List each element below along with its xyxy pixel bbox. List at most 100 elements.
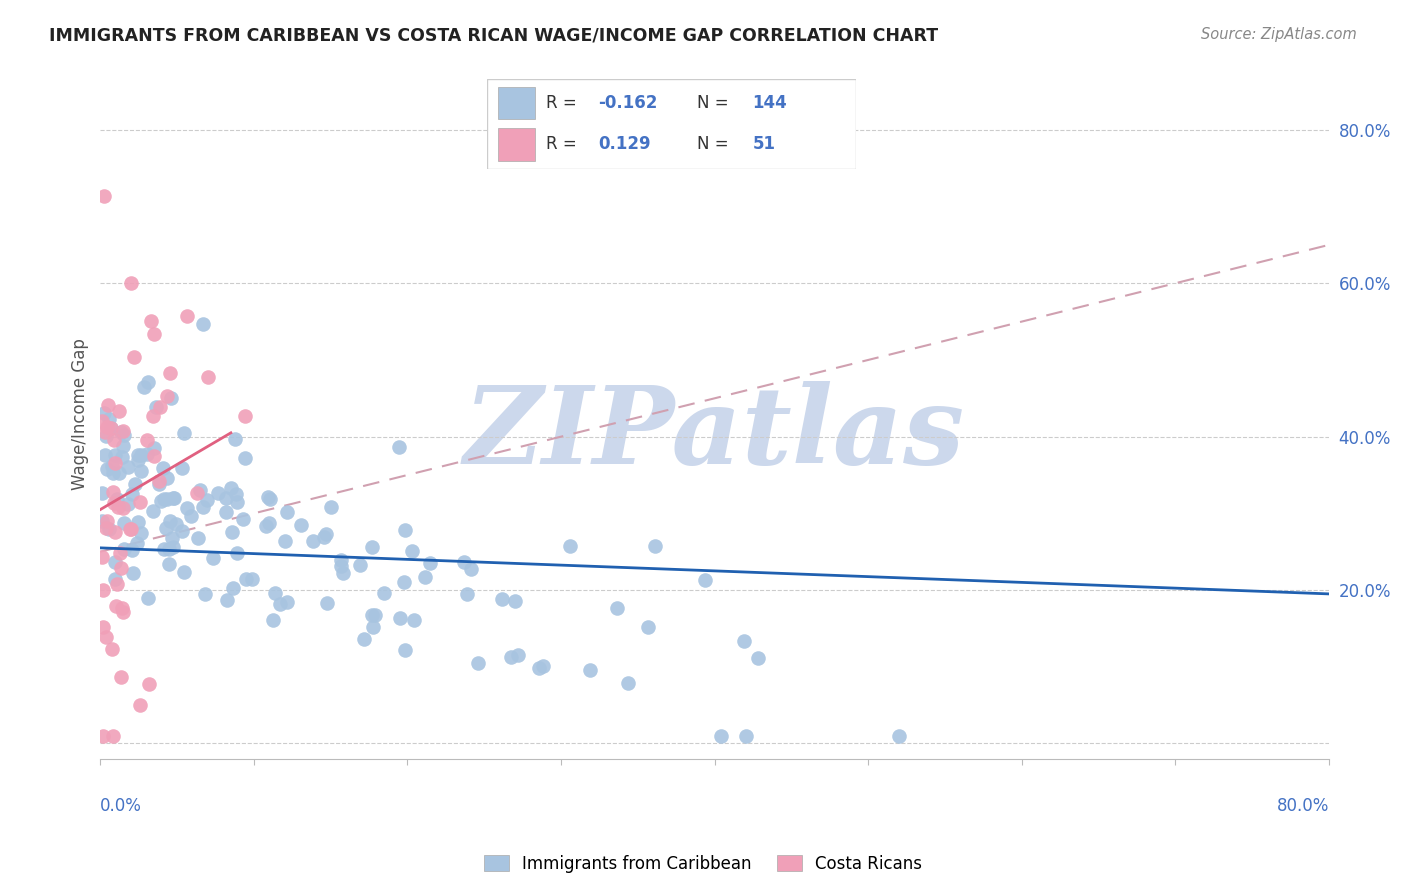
Point [152, 461, 174, 475]
Point [91, 620, 114, 634]
Point [103, 524, 125, 539]
Point [145, 400, 167, 414]
Point [232, 512, 254, 526]
Point [276, 505, 298, 519]
Point [312, 530, 335, 544]
Point [467, 656, 489, 670]
Point [735, 729, 758, 743]
Point [222, 581, 245, 595]
Point [301, 533, 323, 548]
Point [501, 649, 523, 664]
Point [93, 425, 115, 439]
Point [148, 477, 170, 491]
Point [138, 677, 160, 691]
Point [100, 421, 122, 435]
Point [578, 663, 600, 677]
Point [111, 605, 134, 619]
Point [105, 576, 128, 591]
Point [156, 491, 179, 506]
Point [506, 648, 529, 662]
Point [188, 483, 211, 497]
Point [104, 456, 127, 470]
Point [173, 425, 195, 440]
Point [415, 570, 437, 584]
Point [91, 729, 114, 743]
Point [162, 531, 184, 545]
Point [108, 404, 131, 418]
Point [112, 516, 135, 531]
Point [107, 492, 129, 507]
Point [156, 389, 179, 403]
Point [710, 729, 733, 743]
Point [388, 440, 411, 454]
Point [149, 401, 172, 415]
Point [101, 729, 124, 743]
Point [111, 450, 134, 464]
Point [121, 543, 143, 558]
Point [142, 504, 165, 518]
Point [153, 541, 176, 556]
Point [290, 518, 312, 533]
Point [127, 515, 149, 529]
Point [491, 592, 513, 607]
Point [91, 549, 114, 564]
Point [120, 522, 142, 536]
Point [127, 536, 149, 550]
Point [276, 594, 298, 608]
Point [96, 429, 118, 443]
Point [460, 562, 482, 576]
Point [361, 608, 384, 623]
Point [110, 670, 132, 684]
Point [94, 448, 117, 462]
Point [394, 523, 416, 537]
Point [108, 466, 131, 480]
Point [233, 409, 256, 423]
Point [134, 380, 156, 394]
Point [364, 608, 387, 623]
Point [225, 487, 247, 501]
Point [108, 546, 131, 560]
Point [101, 484, 124, 499]
Point [96, 419, 118, 434]
Point [170, 460, 193, 475]
Point [215, 593, 238, 607]
Point [197, 370, 219, 384]
Point [124, 476, 146, 491]
Point [259, 492, 281, 507]
Point [215, 505, 238, 519]
Point [254, 519, 277, 533]
Point [91, 583, 114, 598]
Point [157, 541, 180, 556]
Point [120, 522, 142, 536]
Point [401, 544, 423, 558]
Point [531, 659, 554, 673]
Point [136, 375, 159, 389]
Point [733, 634, 755, 648]
Text: IMMIGRANTS FROM CARIBBEAN VS COSTA RICAN WAGE/INCOME GAP CORRELATION CHART: IMMIGRANTS FROM CARIBBEAN VS COSTA RICAN… [49, 27, 938, 45]
Point [110, 425, 132, 439]
Point [176, 500, 198, 515]
Point [112, 428, 135, 442]
Point [111, 424, 134, 438]
Point [112, 542, 135, 557]
Point [257, 490, 280, 504]
Point [135, 447, 157, 461]
Point [505, 594, 527, 608]
Point [221, 524, 243, 539]
Point [418, 557, 440, 571]
Point [136, 434, 159, 448]
Point [101, 459, 124, 474]
Point [127, 453, 149, 467]
Legend: Immigrants from Caribbean, Costa Ricans: Immigrants from Caribbean, Costa Ricans [477, 848, 929, 880]
Point [117, 497, 139, 511]
Point [361, 541, 384, 555]
Point [373, 586, 395, 600]
Point [121, 486, 143, 500]
Point [319, 500, 342, 514]
Point [176, 309, 198, 323]
Point [186, 486, 208, 500]
Point [96, 462, 118, 476]
Point [142, 441, 165, 455]
Point [101, 466, 124, 480]
Point [90, 414, 112, 428]
